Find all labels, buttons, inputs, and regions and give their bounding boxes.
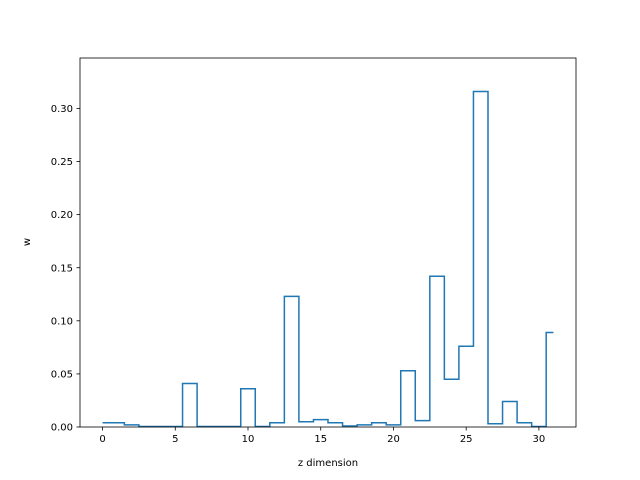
y-tick-label-1: 0.05	[51, 370, 73, 381]
x-axis-label: z dimension	[298, 458, 358, 469]
x-tick-label-10: 10	[242, 434, 255, 445]
x-tick-label-30: 30	[533, 434, 546, 445]
axes: 0 5 10 15 20 25 30 0.00 0.05 0.10 0.15 0.20 0.25 0.30	[51, 57, 577, 445]
y-tick-label-6: 0.30	[51, 104, 73, 115]
x-tick-label-25: 25	[460, 434, 473, 445]
x-tick-label-0: 0	[99, 434, 105, 445]
series-line-w	[102, 90, 554, 428]
y-tick-label-2: 0.10	[51, 316, 73, 327]
y-tick-label-0: 0.00	[51, 423, 73, 434]
plot-area	[102, 90, 554, 428]
axes-frame	[79, 57, 577, 428]
y-tick-label-4: 0.20	[51, 210, 73, 221]
y-tick-label-5: 0.25	[51, 157, 73, 168]
x-tick-label-20: 20	[387, 434, 400, 445]
x-tick-label-5: 5	[172, 434, 178, 445]
x-tick-label-15: 15	[314, 434, 327, 445]
y-tick-label-3: 0.15	[51, 263, 73, 274]
y-axis-label: w	[22, 238, 33, 246]
